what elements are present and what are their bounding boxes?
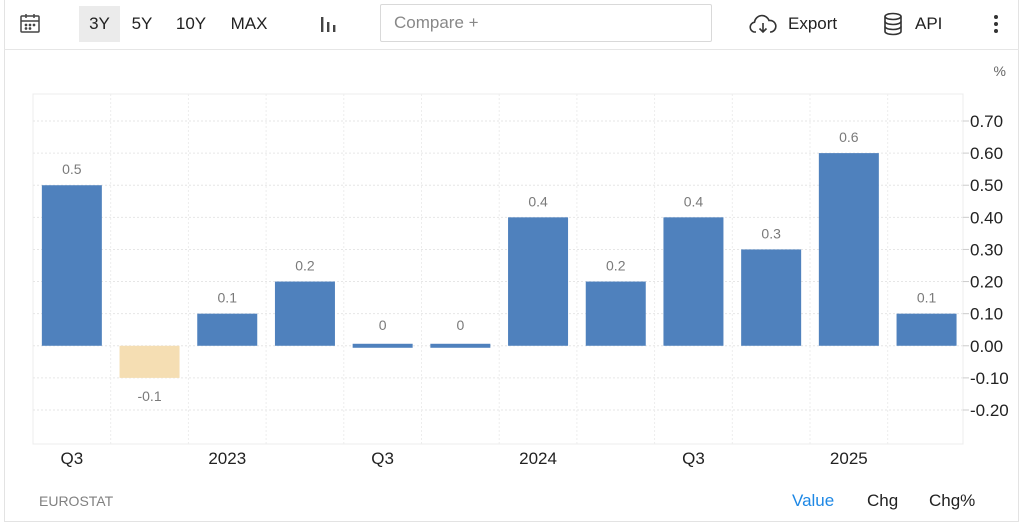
y-tick-label: 0.50 (970, 176, 1003, 195)
data-label: 0 (456, 317, 464, 333)
bar[interactable] (274, 281, 335, 346)
bar[interactable] (663, 217, 724, 346)
plot-area (32, 93, 964, 445)
bar[interactable] (508, 217, 569, 346)
y-tick-label: 0.00 (970, 337, 1003, 356)
tab-chg-percent[interactable]: Chg% (929, 491, 976, 510)
data-label: 0.5 (62, 161, 82, 177)
data-label: 0.4 (684, 193, 704, 209)
chart-widget-frame (4, 0, 1019, 522)
bar[interactable] (741, 249, 802, 346)
x-tick-label: Q3 (371, 449, 394, 468)
bar[interactable] (197, 313, 258, 346)
bar[interactable] (818, 153, 879, 346)
api-label: API (915, 14, 943, 33)
x-tick-label: 2025 (830, 449, 868, 468)
unit-label: % (994, 63, 1006, 79)
data-label: 0.2 (606, 258, 626, 274)
x-tick-label: 2023 (208, 449, 246, 468)
data-label: 0 (379, 317, 387, 333)
database-icon (884, 12, 902, 36)
cloud-download-icon (749, 14, 777, 34)
calendar-icon[interactable] (18, 11, 42, 35)
range-3y-button[interactable]: 3Y (79, 6, 120, 42)
y-tick-label: 0.40 (970, 208, 1003, 227)
export-button[interactable]: Export (748, 6, 842, 42)
bar-chart-icon[interactable] (317, 13, 339, 35)
data-label: 0.6 (839, 129, 859, 145)
y-tick-label: 0.20 (970, 273, 1003, 292)
x-tick-label: 2024 (519, 449, 557, 468)
bar[interactable] (119, 345, 180, 378)
data-label: 0.4 (528, 193, 548, 209)
compare-input[interactable] (380, 4, 712, 42)
x-tick-label: Q3 (61, 449, 84, 468)
y-tick-label: 0.10 (970, 305, 1003, 324)
export-label: Export (788, 14, 838, 33)
bar[interactable] (41, 185, 102, 346)
y-tick-label: 0.30 (970, 240, 1003, 259)
data-label: 0.2 (295, 258, 315, 274)
bar[interactable] (430, 343, 491, 348)
tab-chg[interactable]: Chg (867, 491, 899, 510)
x-tick-label: Q3 (682, 449, 705, 468)
y-tick-label: 0.70 (970, 112, 1003, 131)
data-label: 0.1 (917, 290, 937, 306)
bar-chart: 0.5-0.10.10.20 00.40.20.40.30.60.1 0.700.… (32, 63, 1009, 468)
bar[interactable] (585, 281, 646, 346)
chart-toolbar: 3Y 5Y 10Y MAX Export API (4, 0, 1019, 50)
bar[interactable] (352, 343, 413, 348)
data-label: 0.3 (761, 225, 781, 241)
more-vertical-icon[interactable] (990, 13, 1002, 35)
data-label: 0.1 (218, 290, 238, 306)
y-tick-label: -0.10 (970, 369, 1009, 388)
bar[interactable] (896, 313, 957, 346)
data-label: -0.1 (137, 388, 161, 404)
range-5y-button[interactable]: 5Y (131, 14, 153, 33)
tab-value[interactable]: Value (792, 491, 835, 510)
y-tick-label: -0.20 (970, 401, 1009, 420)
api-button[interactable]: API (882, 6, 952, 42)
source-label: EUROSTAT (39, 493, 114, 509)
range-10y-button[interactable]: 10Y (175, 14, 207, 33)
y-tick-label: 0.60 (970, 144, 1003, 163)
range-max-button[interactable]: MAX (230, 14, 268, 33)
